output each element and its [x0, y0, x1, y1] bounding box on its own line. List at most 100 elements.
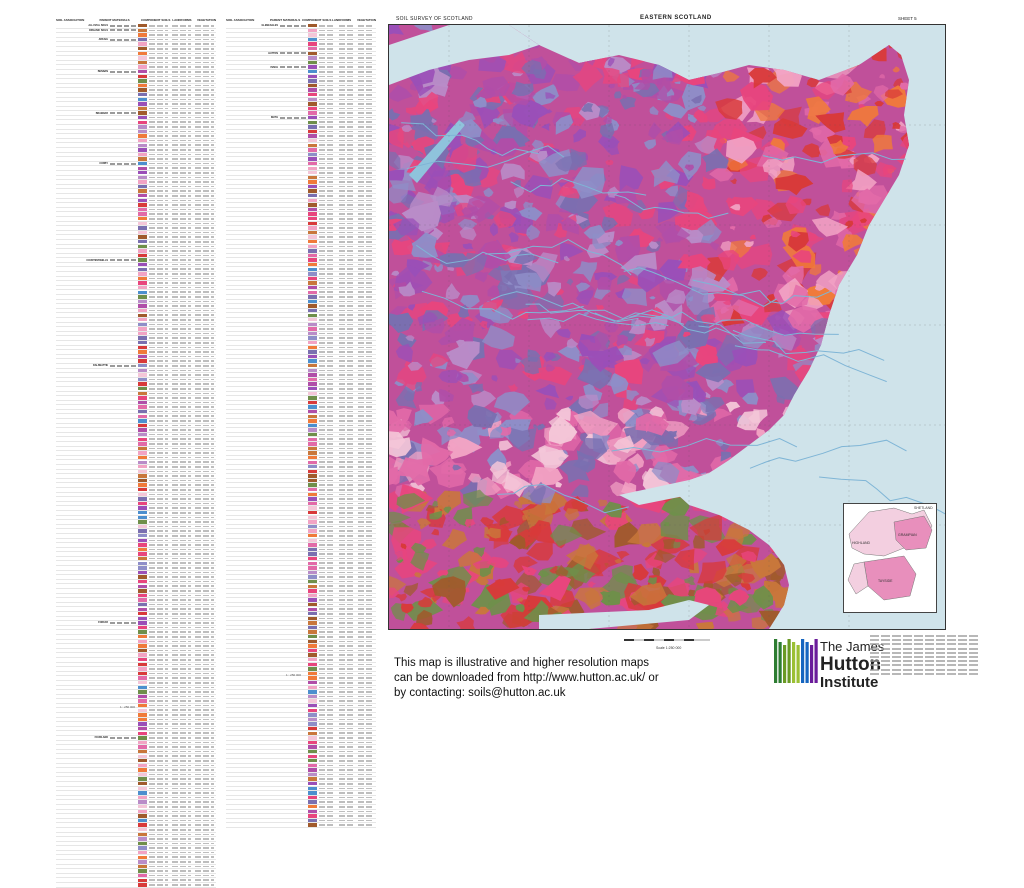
legend-row: GLENEAGLES	[226, 24, 376, 29]
legend-description	[149, 34, 168, 36]
legend-swatch	[308, 423, 317, 428]
soil-patch	[823, 45, 851, 66]
soil-patch	[599, 123, 615, 140]
soil-patch	[417, 311, 438, 326]
legend-row	[56, 262, 216, 268]
legend-description	[149, 741, 168, 744]
legend-row	[56, 143, 216, 149]
legend-description	[358, 296, 375, 298]
legend-description	[195, 222, 214, 225]
soil-patch	[857, 439, 887, 470]
legend-description	[319, 406, 335, 408]
legend-row	[226, 33, 376, 38]
legend-swatch	[308, 621, 317, 625]
legend-description	[149, 750, 168, 753]
legend-swatch	[308, 451, 317, 455]
legend-description	[319, 801, 335, 803]
soil-patch	[500, 426, 512, 436]
legend-description	[149, 746, 168, 748]
soil-patch	[665, 289, 686, 304]
legend-swatch	[308, 24, 317, 28]
legend-parent-text	[110, 484, 138, 486]
legend-swatch	[138, 157, 147, 161]
soil-patch	[914, 224, 945, 250]
legend-description	[358, 741, 375, 744]
legend-description	[319, 479, 335, 482]
legend-description	[172, 433, 191, 436]
legend-description	[358, 622, 375, 624]
legend-row	[56, 377, 216, 383]
legend-parent-text	[110, 829, 138, 831]
legend-description	[319, 438, 335, 441]
legend-parent-text	[280, 415, 308, 417]
legend-description	[319, 181, 335, 183]
soil-map[interactable]: SHETLAND HIGHLAND GRAMPIAN TAYSIDE	[388, 24, 946, 630]
soil-patch	[645, 75, 685, 103]
legend-parent-text	[280, 236, 308, 238]
legend-parent-text	[110, 314, 138, 316]
legend-swatch	[138, 400, 147, 405]
legend-description	[149, 534, 168, 537]
soil-patch	[923, 250, 944, 263]
legend-description	[319, 723, 335, 725]
soil-patch	[878, 481, 884, 487]
soil-patch	[716, 29, 739, 47]
legend-description	[319, 553, 335, 555]
legend-parent-text	[280, 34, 308, 36]
legend-parent-text	[280, 75, 308, 77]
legend-swatch	[138, 681, 147, 685]
legend-parent-text	[110, 792, 138, 794]
legend-description	[358, 401, 375, 404]
legend-group-label: CORBY	[99, 162, 108, 166]
legend-description	[172, 493, 191, 496]
legend-row	[226, 240, 376, 245]
legend-swatch	[138, 74, 147, 79]
legend-parent-text	[110, 287, 138, 289]
legend-swatch	[308, 88, 317, 92]
legend-row	[56, 524, 216, 530]
legend-description	[338, 718, 355, 721]
legend-description	[319, 452, 335, 454]
legend-row: COUNTESSWELLS	[56, 258, 216, 263]
legend-parent-text	[110, 732, 138, 734]
legend-header-association: SOIL ASSOCIATION	[56, 18, 85, 22]
soil-patch	[666, 88, 675, 97]
legend-parent-text	[280, 181, 308, 183]
legend-description	[172, 309, 191, 312]
legend-row	[56, 198, 216, 204]
legend-description	[358, 470, 375, 473]
soil-patch	[913, 475, 946, 502]
legend-description	[149, 810, 168, 813]
soil-patch	[727, 196, 759, 217]
legend-description	[358, 217, 375, 220]
legend-description	[338, 319, 355, 321]
soil-patch	[407, 361, 423, 371]
legend-description	[172, 631, 191, 633]
legend-swatch	[138, 184, 147, 189]
legend-parent-text	[280, 112, 308, 114]
legend-swatch	[308, 772, 317, 777]
legend-parent-text	[280, 218, 308, 220]
soil-patch	[610, 373, 629, 395]
scale-bar: Scale 1:250 000	[622, 634, 712, 652]
legend-description	[338, 392, 355, 395]
legend-description	[338, 488, 355, 491]
legend-parent-text	[110, 89, 138, 91]
legend-parent-text	[110, 562, 138, 564]
legend-description	[149, 484, 168, 486]
legend-description	[195, 29, 214, 32]
legend-description	[195, 259, 214, 261]
legend-parent-text	[110, 621, 138, 624]
legend-description	[149, 121, 168, 124]
soil-patch	[566, 49, 576, 56]
soil-patch	[395, 419, 412, 432]
legend-description	[338, 613, 355, 615]
soil-patch	[613, 460, 637, 484]
soil-patch	[566, 338, 579, 349]
legend-swatch	[308, 272, 317, 276]
legend-description	[149, 801, 168, 803]
legend-row	[56, 244, 216, 250]
legend-description	[338, 810, 355, 813]
legend-parent-text	[280, 617, 308, 619]
legend-description	[195, 498, 214, 500]
